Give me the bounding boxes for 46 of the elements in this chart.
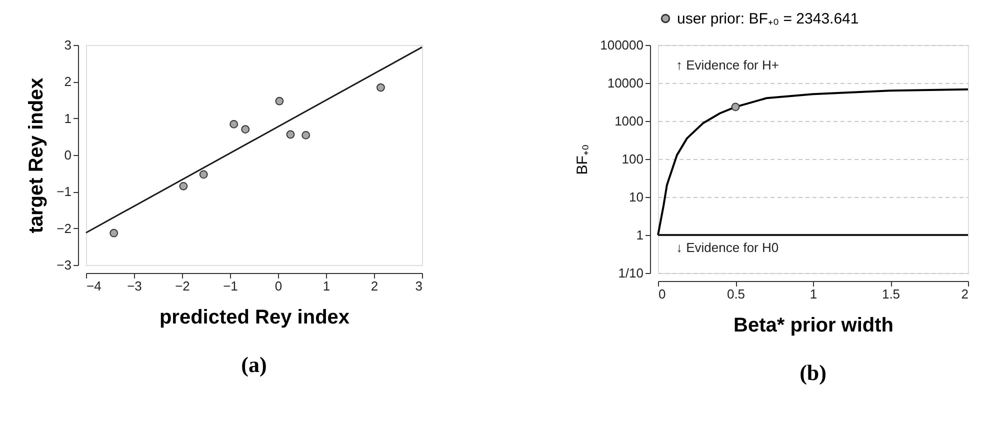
point bbox=[110, 228, 118, 238]
y-tick-label: 3 bbox=[64, 38, 72, 52]
x-tick-label: −3 bbox=[127, 278, 142, 294]
y-axis-title: BF₊₀ bbox=[574, 144, 592, 175]
x-axis-title: Beta* prior width bbox=[733, 314, 894, 336]
y-tick-label: −3 bbox=[56, 258, 72, 272]
y-tick-label: 0 bbox=[64, 148, 72, 162]
text: (a) bbox=[241, 352, 267, 377]
x-tick-label: −1 bbox=[223, 278, 238, 294]
x-tick-label: 2 bbox=[370, 278, 378, 294]
y-tick-label: 1/10 bbox=[618, 266, 644, 280]
annotation: ↓ Evidence for H0 bbox=[676, 240, 779, 255]
y-tick-label: 1 bbox=[636, 228, 644, 242]
y-axis-title: target Rey index bbox=[26, 78, 48, 234]
x-tick-label: 1 bbox=[810, 286, 818, 302]
x-tick-label: −2 bbox=[175, 278, 190, 294]
point bbox=[241, 125, 250, 134]
point bbox=[179, 182, 188, 190]
y-tick-label: 1000 bbox=[614, 114, 644, 128]
point bbox=[376, 83, 385, 92]
y-tick-label: 100 bbox=[622, 152, 644, 166]
x-tick-label: 0 bbox=[274, 278, 282, 294]
point bbox=[275, 96, 284, 106]
point bbox=[199, 170, 208, 179]
x-axis-title: predicted Rey index bbox=[159, 306, 350, 328]
point bbox=[286, 130, 295, 139]
annotation: ↑ Evidence for H+ bbox=[676, 58, 779, 73]
y-tick-label: 10000 bbox=[607, 76, 644, 90]
y-tick-label: 10 bbox=[629, 190, 644, 204]
x-tick-label: −4 bbox=[86, 278, 102, 294]
text: (b) bbox=[800, 360, 826, 385]
x-tick-label: 1 bbox=[322, 278, 330, 294]
y-tick-label: 2 bbox=[64, 74, 72, 90]
x-tick-label: 1.5 bbox=[882, 286, 900, 302]
legend-label: user prior: BF₊₀ = 2343.641 bbox=[677, 10, 859, 28]
point bbox=[230, 120, 238, 128]
x-tick-label: 0.5 bbox=[726, 286, 746, 302]
line-series bbox=[657, 88, 969, 236]
y-tick-label: 100000 bbox=[600, 38, 644, 52]
y-tick-label: −1 bbox=[56, 184, 72, 200]
x-tick-label: 2 bbox=[961, 286, 968, 302]
y-tick-label: −2 bbox=[56, 220, 72, 236]
x-tick-label: 3 bbox=[415, 278, 422, 294]
point bbox=[302, 131, 310, 140]
y-tick-label: 1 bbox=[64, 110, 72, 126]
x-tick-label: 0 bbox=[658, 286, 666, 302]
